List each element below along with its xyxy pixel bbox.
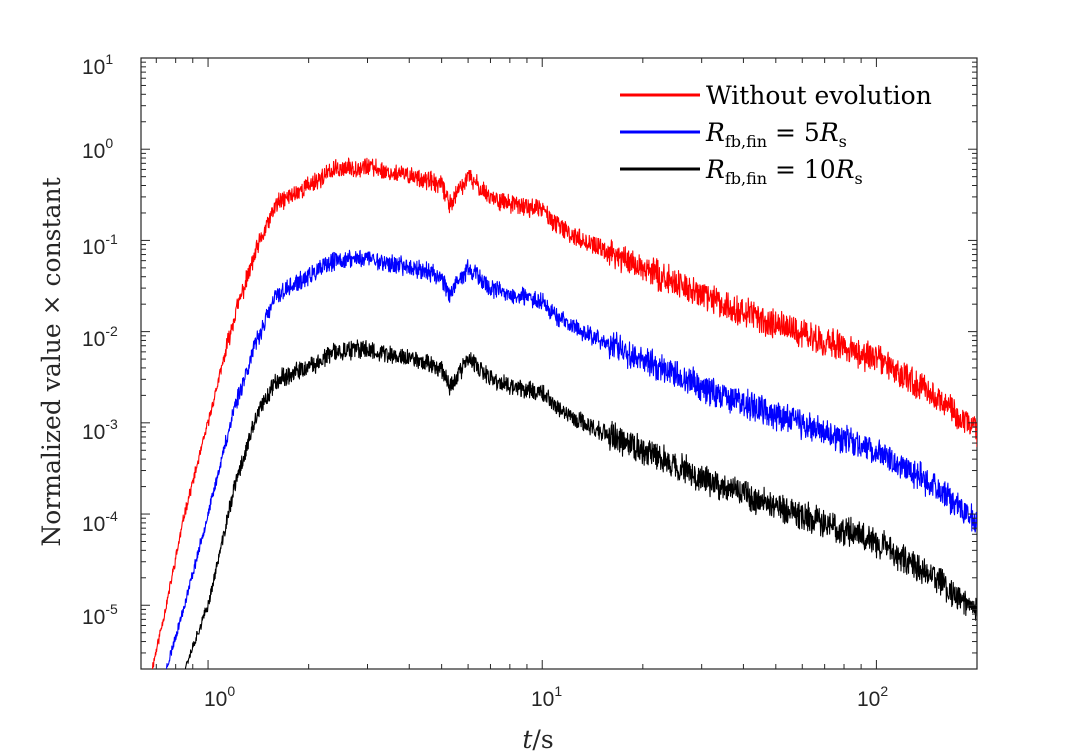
y-tick-label-1e-1: 10-1 [82, 231, 118, 259]
x-axis-title: t/s [522, 725, 553, 754]
x-tick-label-1e2: 102 [857, 683, 888, 711]
y-axis-title: Normalized value × constant [37, 177, 66, 546]
y-tick-label-1e-3: 10-3 [82, 416, 118, 444]
legend-label-rfbfin-5rs: Rfb,fin = 5Rs [705, 118, 847, 151]
series-line-rfbfin-5rs [165, 249, 977, 669]
series-line-rfbfin-10rs [184, 339, 977, 669]
axis-ticks [141, 57, 978, 670]
y-tick-label-1e1: 101 [82, 51, 113, 79]
legend-label-without-evolution: Without evolution [706, 81, 932, 110]
y-tick-labels: 101 100 10-1 10-2 10-3 10-4 10-5 [82, 51, 118, 629]
plot-area-frame [140, 57, 978, 670]
x-tick-labels: 100 101 102 [204, 683, 888, 711]
x-tick-label-1e1: 101 [531, 683, 562, 711]
y-tick-label-1e-4: 10-4 [82, 508, 118, 536]
x-tick-label-1e0: 100 [204, 683, 235, 711]
legend-label-rfbfin-10rs: Rfb,fin = 10Rs [705, 155, 863, 188]
y-tick-label-1e-5: 10-5 [82, 601, 118, 629]
y-tick-label-1e-2: 10-2 [82, 323, 118, 351]
series-layer [151, 157, 977, 669]
legend: Without evolution Rfb,fin = 5Rs Rfb,fin … [620, 81, 932, 188]
series-line-without-evolution [151, 157, 977, 669]
y-tick-label-1e0: 100 [82, 135, 113, 163]
